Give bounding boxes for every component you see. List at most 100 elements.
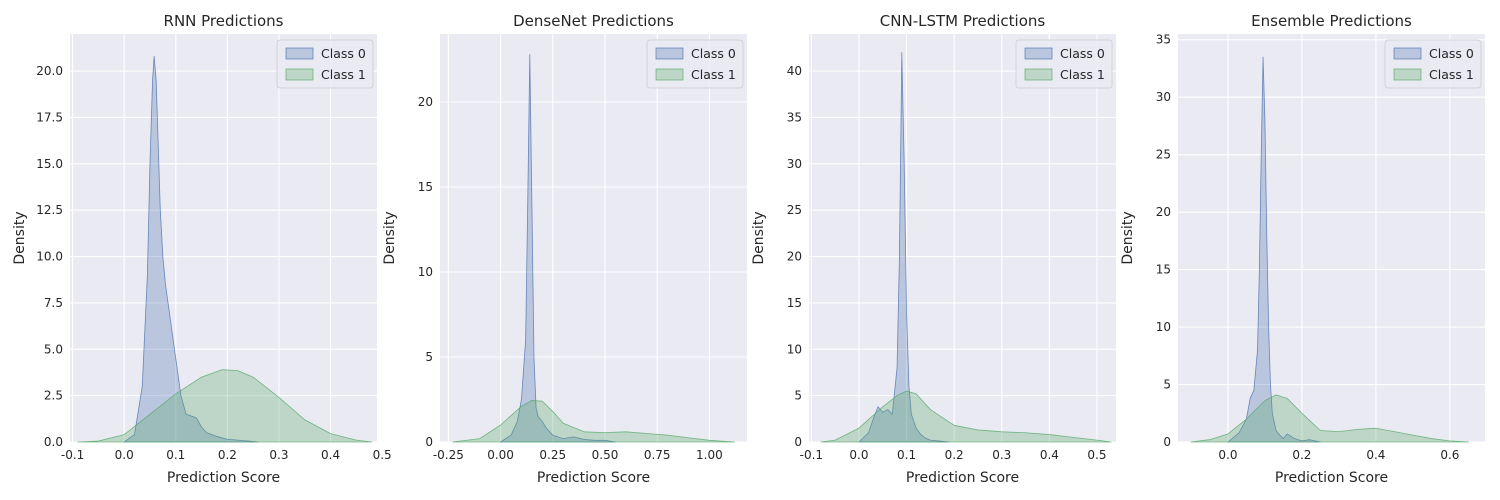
- x-tick-label: 1.00: [696, 448, 723, 462]
- legend-label: Class 0: [1060, 46, 1105, 61]
- y-tick-label: 10.0: [36, 250, 63, 264]
- x-tick-label: 0.50: [592, 448, 619, 462]
- y-tick-label: 15: [787, 296, 802, 310]
- y-axis-label: Density: [382, 211, 398, 264]
- legend: Class 0 Class 1: [276, 39, 374, 89]
- y-tick-label: 40: [787, 64, 802, 78]
- y-tick-label: 25: [787, 203, 802, 217]
- y-tick-label: 17.5: [36, 110, 63, 124]
- x-tick-label: 0.0: [849, 448, 868, 462]
- plot-area: [1178, 34, 1485, 442]
- x-axis-label: Prediction Score: [906, 470, 1019, 486]
- legend-box: [1015, 39, 1113, 89]
- x-tick-label: 0.4: [1366, 448, 1385, 462]
- legend: Class 0 Class 1: [1015, 39, 1113, 89]
- y-tick-label: 7.5: [44, 296, 63, 310]
- legend-label: Class 1: [1060, 67, 1105, 82]
- legend-label: Class 1: [1429, 67, 1474, 82]
- chart-title: RNN Predictions: [164, 12, 284, 30]
- y-tick-label: 15: [418, 180, 433, 194]
- density-area-class-0: [123, 55, 259, 443]
- legend-box: [1384, 39, 1482, 89]
- y-tick-label: 35: [787, 110, 802, 124]
- x-tick-label: 0.6: [1440, 448, 1459, 462]
- x-tick-label: 0.0: [115, 448, 134, 462]
- plot-area: [809, 34, 1116, 442]
- x-tick-label: 0.4: [1040, 448, 1059, 462]
- legend-swatch: [1393, 68, 1422, 81]
- legend-label: Class 1: [691, 67, 736, 82]
- y-tick-label: 0: [425, 435, 433, 449]
- legend: Class 0 Class 1: [1384, 39, 1482, 89]
- x-tick-label: 0.3: [269, 448, 288, 462]
- y-tick-label: 20: [418, 95, 433, 109]
- x-tick-label: 0.2: [1292, 448, 1311, 462]
- y-tick-label: 10: [418, 265, 433, 279]
- chart-panel: -0.1 0.0 0.1 0.2 0.3 0.4 0.50.02.55.07.510.012…: [12, 12, 392, 486]
- y-tick-label: 12.5: [36, 203, 63, 217]
- legend-swatch: [1024, 47, 1053, 60]
- legend-label: Class 0: [691, 46, 736, 61]
- x-tick-label: 0.0: [1218, 448, 1237, 462]
- plot-area: [440, 34, 747, 442]
- x-tick-label: 0.25: [539, 448, 566, 462]
- y-tick-label: 5: [1163, 378, 1171, 392]
- y-tick-label: 20: [1156, 205, 1171, 219]
- y-tick-label: 15: [1156, 263, 1171, 277]
- x-tick-label: 0.1: [897, 448, 916, 462]
- y-axis-label: Density: [12, 211, 28, 264]
- y-tick-label: 20: [787, 250, 802, 264]
- y-tick-label: 15.0: [36, 157, 63, 171]
- x-tick-label: 0.2: [218, 448, 237, 462]
- y-tick-label: 20.0: [36, 64, 63, 78]
- density-area-class-0: [858, 52, 950, 443]
- x-tick-label: 0.2: [945, 448, 964, 462]
- density-area-class-0: [500, 54, 616, 443]
- y-tick-label: 30: [1156, 90, 1171, 104]
- legend-label: Class 1: [321, 67, 366, 82]
- y-axis-label: Density: [1120, 211, 1136, 264]
- legend-box: [646, 39, 744, 89]
- x-tick-label: 0.1: [166, 448, 185, 462]
- chart-title: DenseNet Predictions: [513, 12, 674, 30]
- x-tick-label: 0.5: [1087, 448, 1106, 462]
- legend: Class 0 Class 1: [646, 39, 744, 89]
- x-axis-label: Prediction Score: [537, 470, 650, 486]
- legend-box: [276, 39, 374, 89]
- y-axis-label: Density: [751, 211, 767, 264]
- y-tick-label: 30: [787, 157, 802, 171]
- legend-label: Class 0: [321, 46, 366, 61]
- x-tick-label: -0.25: [433, 448, 464, 462]
- x-tick-label: -0.1: [61, 448, 84, 462]
- x-tick-label: 0.75: [644, 448, 671, 462]
- y-tick-label: 5: [794, 389, 802, 403]
- x-tick-label: 0.3: [992, 448, 1011, 462]
- x-tick-label: 0.4: [321, 448, 340, 462]
- y-tick-label: 10: [1156, 320, 1171, 334]
- density-area-class-1: [77, 369, 373, 443]
- density-area-class-1: [452, 399, 735, 443]
- y-tick-label: 10: [787, 342, 802, 356]
- chart-panel: -0.25 0.00 0.25 0.50 0.75 1.00 0 5 10 15 20 DenseNe…: [382, 12, 747, 486]
- y-tick-label: 0: [1163, 435, 1171, 449]
- y-tick-label: 0: [794, 435, 802, 449]
- legend-swatch: [285, 68, 314, 81]
- legend-swatch: [285, 47, 314, 60]
- x-tick-label: -0.1: [800, 448, 823, 462]
- chart-panel: 0.0 0.2 0.4 0.6 0 5 10 15 20 25 30 35 Ensemble Predi…: [1120, 12, 1485, 486]
- y-tick-label: 35: [1156, 33, 1171, 47]
- legend-swatch: [655, 68, 684, 81]
- y-tick-label: 5: [425, 350, 433, 364]
- y-tick-label: 25: [1156, 148, 1171, 162]
- legend-label: Class 0: [1429, 46, 1474, 61]
- density-area-class-0: [1227, 56, 1321, 443]
- x-axis-label: Prediction Score: [167, 470, 280, 486]
- density-area-class-1: [820, 390, 1112, 443]
- legend-swatch: [655, 47, 684, 60]
- x-tick-label: 0.5: [373, 448, 392, 462]
- x-tick-label: 0.00: [487, 448, 514, 462]
- legend-swatch: [1024, 68, 1053, 81]
- chart-title: CNN-LSTM Predictions: [880, 12, 1046, 30]
- y-tick-label: 0.0: [44, 435, 63, 449]
